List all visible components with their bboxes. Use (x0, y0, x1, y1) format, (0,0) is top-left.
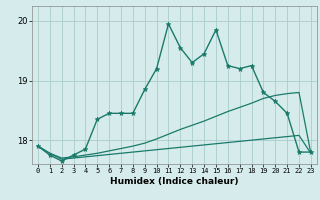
X-axis label: Humidex (Indice chaleur): Humidex (Indice chaleur) (110, 177, 239, 186)
